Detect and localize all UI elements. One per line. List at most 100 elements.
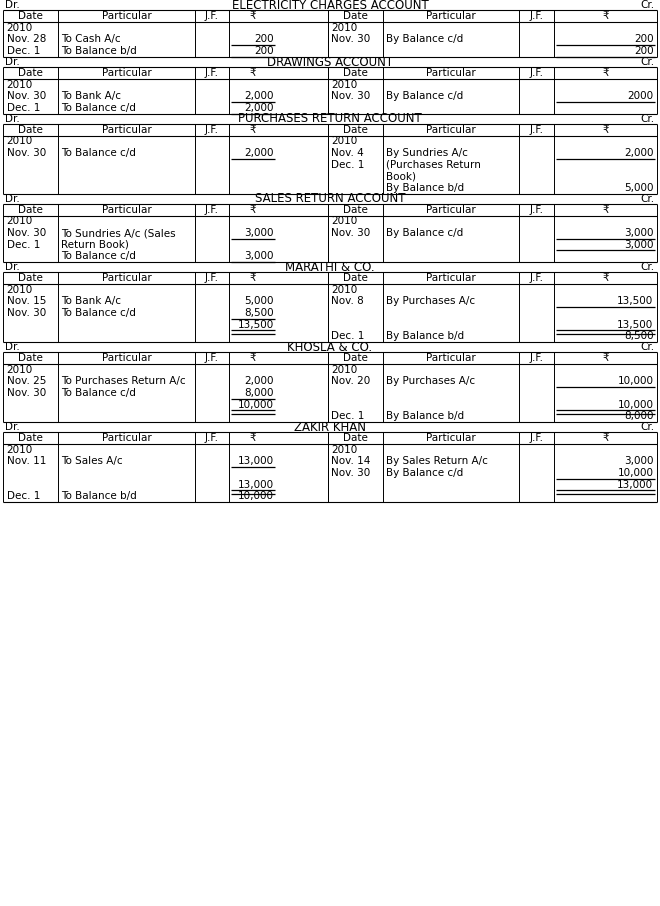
Text: J.F.: J.F. xyxy=(530,433,544,443)
Text: ₹: ₹ xyxy=(602,11,609,21)
Text: Cr.: Cr. xyxy=(641,262,655,272)
Text: Cr.: Cr. xyxy=(641,342,655,352)
Text: Date: Date xyxy=(18,205,43,215)
Text: J.F.: J.F. xyxy=(205,68,219,78)
Text: J.F.: J.F. xyxy=(205,433,219,443)
Text: Dec. 1: Dec. 1 xyxy=(331,411,365,421)
Text: 13,000: 13,000 xyxy=(238,457,274,467)
Text: PURCHASES RETURN ACCOUNT: PURCHASES RETURN ACCOUNT xyxy=(238,112,422,125)
Text: To Cash A/c: To Cash A/c xyxy=(61,34,121,44)
Text: By Balance b/d: By Balance b/d xyxy=(386,332,464,342)
Text: 10,000: 10,000 xyxy=(617,400,653,410)
Text: 10,000: 10,000 xyxy=(238,491,274,501)
Text: Date: Date xyxy=(18,274,43,284)
Text: ₹: ₹ xyxy=(249,125,257,135)
Text: Cr.: Cr. xyxy=(641,57,655,67)
Text: MARATHI & CO.: MARATHI & CO. xyxy=(285,261,375,274)
Text: Return Book): Return Book) xyxy=(61,239,129,250)
Text: Particular: Particular xyxy=(426,274,476,284)
Text: Nov. 30: Nov. 30 xyxy=(7,388,46,398)
Text: 2010: 2010 xyxy=(7,137,33,147)
Text: 2010: 2010 xyxy=(7,217,33,226)
Text: By Sales Return A/c: By Sales Return A/c xyxy=(386,457,488,467)
Text: ZAKIR KHAN: ZAKIR KHAN xyxy=(294,420,366,434)
Text: 5,000: 5,000 xyxy=(624,183,653,193)
Text: Nov. 15: Nov. 15 xyxy=(7,296,46,306)
Text: Particular: Particular xyxy=(102,353,151,363)
Text: Particular: Particular xyxy=(102,68,151,78)
Text: Nov. 11: Nov. 11 xyxy=(7,457,46,467)
Text: 5,000: 5,000 xyxy=(244,296,274,306)
Text: To Balance c/d: To Balance c/d xyxy=(61,388,136,398)
Text: Particular: Particular xyxy=(426,125,476,135)
Text: Nov. 30: Nov. 30 xyxy=(7,308,46,318)
Text: Nov. 4: Nov. 4 xyxy=(331,148,364,158)
Text: Dec. 1: Dec. 1 xyxy=(7,239,40,250)
Text: ₹: ₹ xyxy=(249,205,257,215)
Text: To Balance c/d: To Balance c/d xyxy=(61,308,136,318)
Text: Dr.: Dr. xyxy=(5,194,20,204)
Text: 2010: 2010 xyxy=(331,284,358,294)
Text: To Sales A/c: To Sales A/c xyxy=(61,457,123,467)
Text: Particular: Particular xyxy=(102,433,151,443)
Text: Date: Date xyxy=(343,11,368,21)
Text: 3,000: 3,000 xyxy=(244,228,274,238)
Text: Dr.: Dr. xyxy=(5,57,20,67)
Text: 2010: 2010 xyxy=(7,445,33,455)
Text: 13,500: 13,500 xyxy=(617,296,653,306)
Text: ₹: ₹ xyxy=(602,205,609,215)
Text: SALES RETURN ACCOUNT: SALES RETURN ACCOUNT xyxy=(255,192,405,206)
Text: 10,000: 10,000 xyxy=(617,468,653,478)
Text: Book): Book) xyxy=(386,171,416,181)
Text: J.F.: J.F. xyxy=(205,205,219,215)
Text: To Bank A/c: To Bank A/c xyxy=(61,92,121,101)
Text: Particular: Particular xyxy=(426,11,476,21)
Text: ELECTRICITY CHARGES ACCOUNT: ELECTRICITY CHARGES ACCOUNT xyxy=(232,0,428,12)
Text: 3,000: 3,000 xyxy=(624,228,653,238)
Text: Date: Date xyxy=(343,68,368,78)
Text: Nov. 30: Nov. 30 xyxy=(7,92,46,101)
Text: ₹: ₹ xyxy=(249,274,257,284)
Text: ₹: ₹ xyxy=(249,353,257,363)
Text: Date: Date xyxy=(18,11,43,21)
Text: Date: Date xyxy=(343,274,368,284)
Text: 2,000: 2,000 xyxy=(244,148,274,158)
Text: Dr.: Dr. xyxy=(5,114,20,124)
Text: DRAWINGS ACCOUNT: DRAWINGS ACCOUNT xyxy=(267,55,393,69)
Text: Particular: Particular xyxy=(102,274,151,284)
Text: Date: Date xyxy=(343,205,368,215)
Text: 200: 200 xyxy=(634,46,653,56)
Text: 200: 200 xyxy=(254,34,274,44)
Text: Nov. 14: Nov. 14 xyxy=(331,457,371,467)
Text: Nov. 25: Nov. 25 xyxy=(7,376,46,387)
Text: Cr.: Cr. xyxy=(641,194,655,204)
Text: To Balance b/d: To Balance b/d xyxy=(61,46,137,56)
Text: ₹: ₹ xyxy=(602,274,609,284)
Text: ₹: ₹ xyxy=(602,353,609,363)
Text: Particular: Particular xyxy=(426,433,476,443)
Text: 200: 200 xyxy=(634,34,653,44)
Text: 13,500: 13,500 xyxy=(617,320,653,330)
Text: Cr.: Cr. xyxy=(641,114,655,124)
Text: 2010: 2010 xyxy=(7,365,33,375)
Text: Nov. 30: Nov. 30 xyxy=(331,92,370,101)
Text: 2,000: 2,000 xyxy=(244,92,274,101)
Text: Dec. 1: Dec. 1 xyxy=(7,102,40,113)
Text: Dr.: Dr. xyxy=(5,0,20,10)
Text: To Purchases Return A/c: To Purchases Return A/c xyxy=(61,376,186,387)
Text: J.F.: J.F. xyxy=(530,205,544,215)
Text: Nov. 30: Nov. 30 xyxy=(331,228,370,238)
Text: J.F.: J.F. xyxy=(530,274,544,284)
Text: Particular: Particular xyxy=(102,205,151,215)
Text: 200: 200 xyxy=(254,46,274,56)
Text: ₹: ₹ xyxy=(249,11,257,21)
Text: Dr.: Dr. xyxy=(5,422,20,432)
Text: 8,000: 8,000 xyxy=(244,388,274,398)
Text: 2010: 2010 xyxy=(331,445,358,455)
Text: Dr.: Dr. xyxy=(5,262,20,272)
Text: Particular: Particular xyxy=(426,205,476,215)
Text: 13,000: 13,000 xyxy=(238,479,274,489)
Text: By Balance c/d: By Balance c/d xyxy=(386,92,463,101)
Text: Dr.: Dr. xyxy=(5,342,20,352)
Text: Nov. 30: Nov. 30 xyxy=(7,228,46,238)
